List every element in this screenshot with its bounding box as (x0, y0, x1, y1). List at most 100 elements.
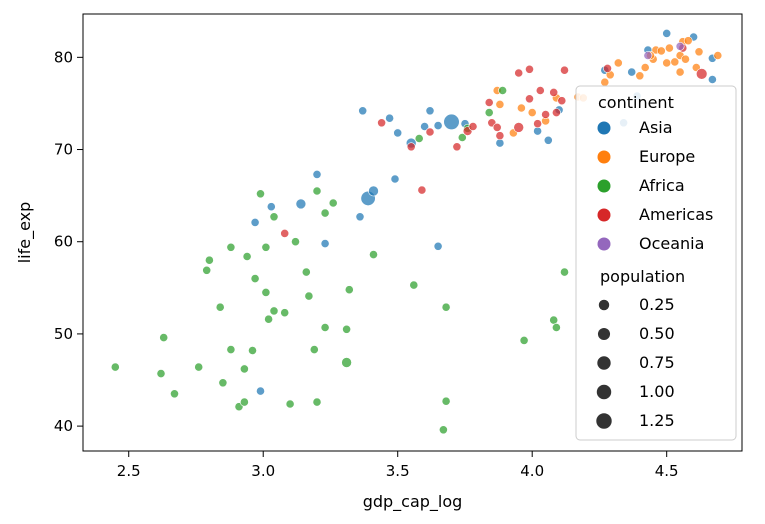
data-point (643, 51, 653, 60)
data-point (215, 302, 225, 312)
legend-entry-americas: Americas (639, 205, 713, 224)
x-tick-label: 4.5 (655, 462, 679, 480)
x-tick-label: 3.5 (386, 462, 410, 480)
data-point (549, 88, 559, 97)
data-point (525, 64, 534, 74)
data-point (533, 126, 542, 136)
legend-box (575, 85, 737, 441)
data-point (443, 113, 460, 130)
data-point (675, 67, 685, 77)
data-point (533, 119, 542, 129)
data-point (368, 185, 379, 197)
data-point (256, 386, 265, 396)
data-point (266, 202, 276, 212)
data-point (344, 285, 354, 295)
data-point (662, 58, 672, 68)
data-point (320, 239, 330, 248)
data-point (420, 122, 429, 131)
legend-size-label: 1.00 (639, 382, 675, 401)
data-point (342, 324, 351, 334)
data-point (627, 67, 637, 77)
data-point (312, 169, 322, 179)
data-point (484, 98, 494, 107)
data-point (695, 68, 708, 80)
legend-entry-oceania: Oceania (639, 234, 704, 253)
series-oceania (643, 41, 685, 60)
legend-size-marker (596, 413, 612, 429)
legend-swatch-africa (597, 179, 611, 193)
data-point (441, 396, 451, 406)
y-tick-label: 60 (54, 233, 73, 251)
legend-swatch-americas (597, 208, 611, 222)
data-point (156, 369, 166, 378)
data-point (560, 267, 569, 277)
data-point (438, 425, 448, 435)
legend-size-marker (597, 327, 611, 341)
data-point (393, 128, 403, 138)
y-tick-label: 50 (54, 325, 73, 343)
data-point (441, 302, 451, 312)
data-point (425, 106, 435, 116)
data-point (640, 63, 650, 72)
data-point (613, 58, 623, 68)
data-point (433, 241, 443, 251)
data-point (301, 267, 311, 277)
data-point (390, 174, 400, 184)
data-point (320, 323, 330, 332)
data-point (226, 345, 236, 354)
data-point (320, 208, 330, 218)
data-point (250, 274, 260, 283)
data-point (708, 75, 717, 84)
data-point (433, 121, 443, 130)
legend-swatch-asia (597, 121, 611, 135)
data-point (552, 108, 561, 117)
data-point (239, 364, 249, 374)
data-point (484, 108, 494, 117)
data-point (280, 308, 290, 318)
legend-size-label: 0.25 (639, 295, 675, 314)
data-point (527, 108, 537, 117)
data-point (269, 306, 279, 316)
data-point (385, 113, 394, 123)
legend-entry-africa: Africa (639, 176, 685, 195)
data-point (552, 323, 561, 332)
data-point (159, 333, 169, 342)
x-axis-label: gdp_cap_log (363, 492, 463, 512)
x-tick-label: 3.0 (251, 462, 275, 480)
legend-size-title: population (600, 267, 685, 286)
data-point (656, 46, 666, 56)
data-point (498, 86, 507, 95)
data-point (525, 94, 534, 104)
data-point (513, 122, 525, 133)
data-point (514, 68, 524, 78)
data-point (492, 123, 502, 132)
data-point (304, 291, 314, 301)
data-point (261, 287, 271, 297)
data-point (239, 397, 249, 407)
data-point (417, 185, 427, 195)
data-point (312, 397, 322, 407)
data-point (328, 198, 338, 208)
data-point (250, 217, 260, 227)
data-point (495, 138, 505, 148)
data-point (670, 57, 680, 67)
data-point (425, 127, 435, 137)
ticks-layer: 2.5 3.0 3.5 4.0 4.5 40 50 60 70 80 (54, 48, 679, 480)
data-point (280, 228, 290, 238)
data-point (295, 198, 307, 210)
data-point (414, 134, 424, 143)
data-point (603, 64, 612, 73)
data-point (291, 237, 300, 247)
data-point (406, 142, 416, 152)
data-point (248, 346, 257, 355)
data-point (341, 357, 352, 368)
data-point (635, 71, 645, 81)
data-point (452, 142, 462, 152)
data-point (218, 378, 228, 388)
data-point (517, 103, 526, 113)
data-point (541, 110, 550, 119)
data-point (269, 212, 279, 222)
data-point (309, 345, 319, 354)
data-point (264, 314, 273, 324)
